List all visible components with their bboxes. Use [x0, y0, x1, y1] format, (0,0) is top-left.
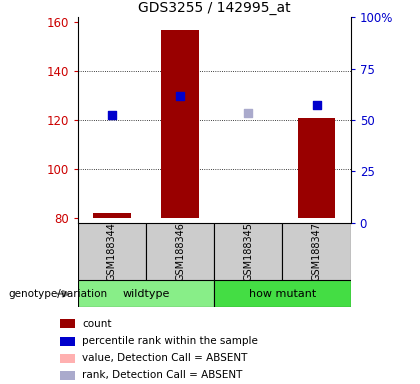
- Bar: [214, 280, 351, 307]
- Bar: [282, 223, 351, 280]
- Text: rank, Detection Call = ABSENT: rank, Detection Call = ABSENT: [82, 370, 242, 381]
- Point: [245, 109, 252, 116]
- Bar: [78, 223, 146, 280]
- Bar: [60, 371, 75, 380]
- Text: GSM188346: GSM188346: [175, 222, 185, 281]
- Bar: [60, 319, 75, 328]
- Text: genotype/variation: genotype/variation: [8, 289, 108, 299]
- Point: [313, 102, 320, 108]
- Text: percentile rank within the sample: percentile rank within the sample: [82, 336, 258, 346]
- Text: GSM188345: GSM188345: [243, 222, 253, 281]
- Bar: [146, 223, 214, 280]
- Bar: [60, 337, 75, 346]
- Text: GSM188347: GSM188347: [312, 222, 322, 281]
- Bar: [78, 280, 214, 307]
- Text: value, Detection Call = ABSENT: value, Detection Call = ABSENT: [82, 353, 247, 363]
- Point: [108, 112, 115, 118]
- Bar: [93, 213, 131, 218]
- Title: GDS3255 / 142995_at: GDS3255 / 142995_at: [138, 1, 291, 15]
- Bar: [161, 30, 199, 218]
- Bar: [60, 354, 75, 363]
- Text: GSM188344: GSM188344: [107, 222, 117, 281]
- Text: wildtype: wildtype: [122, 289, 170, 299]
- Text: count: count: [82, 318, 112, 329]
- Bar: [214, 223, 282, 280]
- Text: how mutant: how mutant: [249, 289, 316, 299]
- Point: [177, 93, 184, 99]
- Bar: [298, 118, 335, 218]
